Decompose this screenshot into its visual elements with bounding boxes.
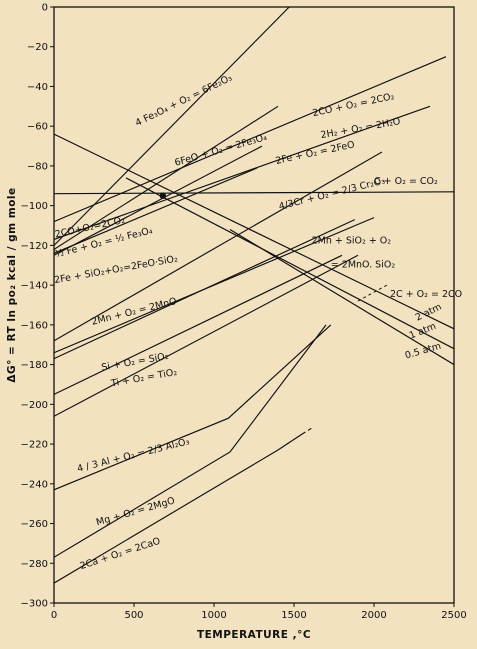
y-tick-label: −280 [21,559,48,570]
series-line [54,151,383,342]
series-label: 2C + O₂ = 2CO [390,289,462,300]
series-label: 2H₂ + O₂ = 2H₂O [320,116,401,141]
y-tick-label: −60 [27,122,48,133]
axes-layer: 0 −20 −40 −60 −80 −100 −120 −140 −160 −180 −200 −22… [21,3,467,622]
series-label: 2Ca + O₂ = 2CaO [79,536,162,572]
series-line [54,254,343,395]
series-label: C + O₂ = CO₂ [374,176,438,187]
y-tick-label: −220 [21,440,48,451]
plot-frame [53,6,455,604]
series-label: = 2MnO. SiO₂ [331,259,396,270]
series-line [54,433,303,584]
y-tick-label: −200 [21,400,48,411]
series-line [54,7,290,246]
series-label: 4 / 3 Al + O₂ = 2/3 Al₂O₃ [76,436,191,475]
series-line [54,167,258,254]
series-line [54,324,332,491]
x-tick-label: 2500 [441,610,466,621]
x-tick-label: 2000 [361,610,386,621]
series-label: 2Mn + SiO₂ + O₂ [312,235,392,246]
y-tick-label: −20 [27,42,48,53]
y-tick-label: −40 [27,82,48,93]
y-tick-label: −300 [21,599,48,610]
y-tick-label: 0 [42,3,48,14]
x-tick-label: 500 [124,610,143,621]
series-line [54,133,454,330]
x-axis-title: TEMPERATURE ,°C [197,629,311,641]
y-tick-label: −120 [21,241,48,252]
y-tick-label: −160 [21,320,48,331]
label-leader [357,284,388,302]
series-extension [301,426,314,435]
y-axis-title: ΔG° = RT ln po₂ kcal / gm mole [6,187,18,382]
series-line [54,105,431,240]
series-label: 2Fe + SiO₂+O₂=2FeO·SiO₂ [53,253,178,286]
y-tick-label: −80 [27,161,48,172]
x-tick-label: 1500 [281,610,306,621]
y-tick-label: −180 [21,360,48,371]
series-line [54,254,359,417]
series-line [125,177,454,350]
series-layer [54,7,454,584]
y-tick-label: −100 [21,201,48,212]
y-tick-label: −260 [21,519,48,530]
series-label: 4 Fe₃O₄ + O₂ = 6Fe₂O₃ [134,72,234,129]
y-tick-label: −140 [21,281,48,292]
series-line [54,324,327,558]
series-label: 2Fe + O₂ = 2FeO [275,139,356,166]
series-label: 2 atm [414,301,444,323]
series-line [54,217,375,354]
series-line [229,229,454,366]
x-tick-label: 1000 [201,610,226,621]
series-label: Mg + O₂ = 2MgO [95,495,176,528]
intersection-point [159,192,166,199]
series-line [54,56,447,223]
y-tick-label: −240 [21,479,48,490]
series-label: 0.5 atm [404,341,443,362]
x-tick-label: 0 [51,610,57,621]
series-line [54,145,263,256]
series-line [54,191,454,195]
series-line [54,105,279,250]
